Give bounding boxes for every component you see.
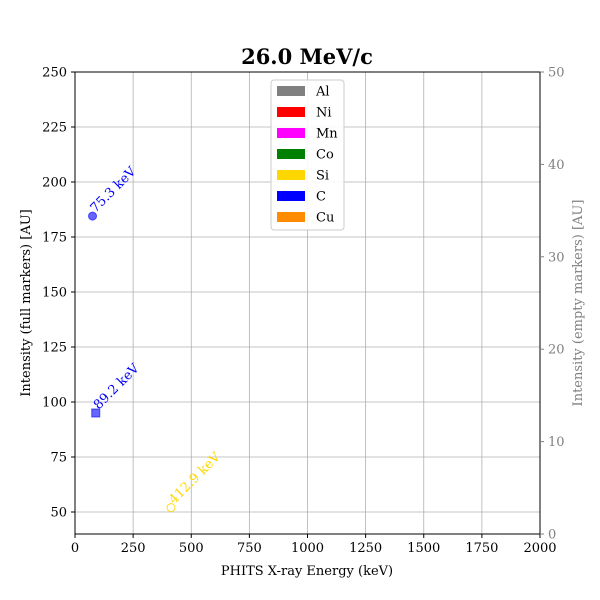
legend-swatch	[277, 191, 305, 201]
legend-label: Mn	[316, 127, 338, 142]
y-left-tick-label: 225	[42, 121, 67, 136]
x-tick-label: 1500	[407, 541, 440, 556]
x-tick-label: 1250	[349, 541, 382, 556]
x-tick-label: 2000	[523, 541, 556, 556]
y-right-tick-label: 0	[548, 528, 556, 543]
data-point	[166, 503, 176, 513]
data-point	[91, 408, 101, 418]
y-left-tick-label: 100	[42, 396, 67, 411]
chart-title: 26.0 MeV/c	[241, 44, 373, 69]
y-left-tick-label: 125	[42, 341, 67, 356]
x-tick-label: 750	[237, 541, 262, 556]
legend-label: Ni	[316, 106, 332, 121]
y-left-tick-label: 150	[42, 286, 67, 301]
y-left-tick-label: 75	[50, 451, 67, 466]
y-left-tick-label: 200	[42, 176, 67, 191]
y-left-tick-label: 175	[42, 231, 67, 246]
legend-swatch	[277, 149, 305, 159]
y-left-tick-label: 250	[42, 66, 67, 81]
y-right-tick-label: 10	[548, 435, 565, 450]
legend-swatch	[277, 107, 305, 117]
x-axis: 0 250 500 750 1000 1250 1500 1750 2000	[71, 534, 557, 556]
data-point-label: 75.3 keV	[88, 164, 140, 216]
x-tick-label: 250	[121, 541, 146, 556]
legend-label: Co	[316, 148, 334, 163]
y-axis-right-label: Intensity (empty markers) [AU]	[571, 200, 586, 407]
data-point-label: 89.2 keV	[91, 361, 143, 413]
legend: Al Ni Mn Co Si C Cu	[270, 79, 345, 231]
x-axis-label: PHITS X-ray Energy (keV)	[221, 564, 393, 579]
legend-label: Al	[315, 85, 330, 100]
y-axis-left-label: Intensity (full markers) [AU]	[19, 209, 34, 396]
legend-swatch	[277, 170, 305, 180]
x-tick-label: 1000	[291, 541, 324, 556]
legend-label: C	[316, 190, 326, 205]
y-right-tick-label: 50	[548, 66, 565, 81]
y-axis-left: 50 75 100 125 150 175 200 225 250	[42, 66, 75, 521]
y-left-tick-label: 50	[50, 506, 67, 521]
legend-label: Si	[316, 169, 329, 184]
legend-swatch	[277, 212, 305, 222]
x-tick-label: 1750	[465, 541, 498, 556]
data-points: 75.3 keV 89.2 keV 412.9 keV	[88, 164, 224, 513]
y-right-tick-label: 30	[548, 250, 565, 265]
data-point	[88, 211, 98, 221]
legend-swatch	[277, 128, 305, 138]
x-tick-label: 0	[71, 541, 79, 556]
y-right-tick-label: 40	[548, 158, 565, 173]
y-axis-right: 0 10 20 30 40 50	[540, 66, 565, 543]
legend-label: Cu	[316, 211, 334, 226]
legend-swatch	[277, 86, 305, 96]
x-tick-label: 500	[179, 541, 204, 556]
y-right-tick-label: 20	[548, 343, 565, 358]
data-point-label: 412.9 keV	[166, 450, 224, 508]
